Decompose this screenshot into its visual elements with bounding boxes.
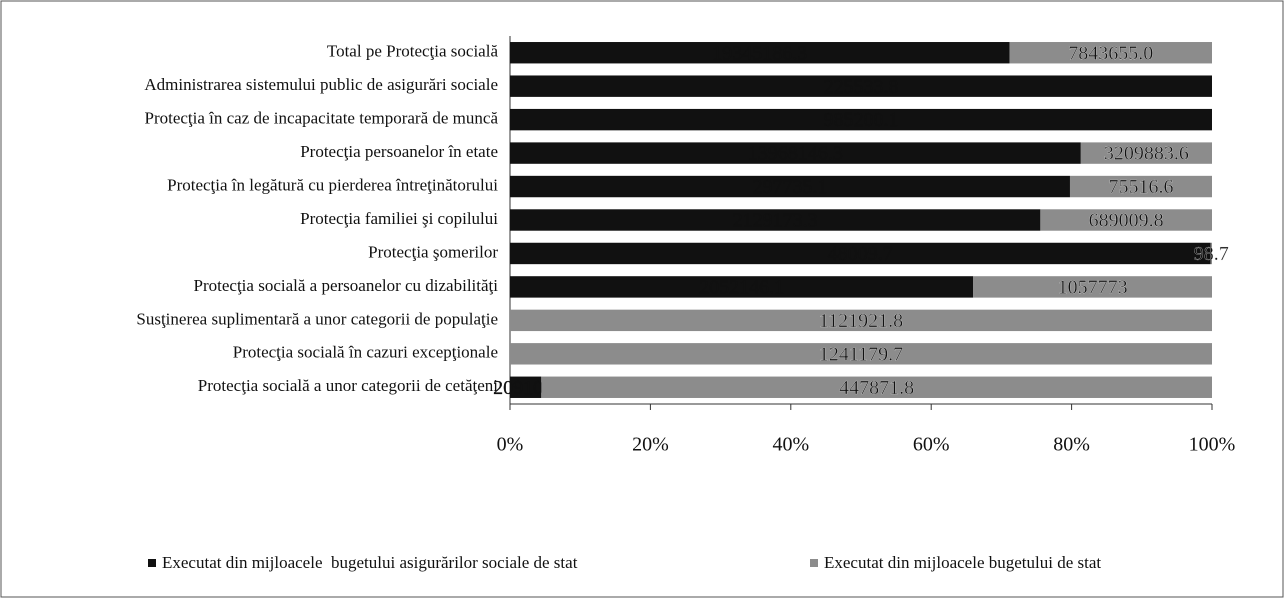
category-label: Protecţia socială în cazuri excepţionale bbox=[233, 343, 498, 362]
category-label: Susţinerea suplimentară a unor categorii… bbox=[136, 309, 498, 328]
bar-segment bbox=[510, 276, 974, 298]
category-label: Protecţia persoanelor în etate bbox=[300, 142, 498, 161]
bar-segment bbox=[510, 242, 1211, 265]
bar-segment bbox=[973, 276, 1212, 298]
bar-segment bbox=[541, 376, 1212, 398]
data-label: 3209883.6 bbox=[1104, 143, 1189, 165]
bar-segment bbox=[510, 175, 1070, 198]
category-label: Administrarea sistemului public de asigu… bbox=[144, 75, 498, 94]
data-label: 1121921.8 bbox=[819, 310, 903, 332]
bar-segment bbox=[510, 142, 1081, 164]
data-label: 19345186.3 bbox=[712, 42, 807, 64]
data-label: 48009.7 bbox=[828, 243, 893, 265]
bar-segment bbox=[510, 209, 1041, 231]
data-label: 13968146.3 bbox=[748, 143, 843, 165]
x-tick-label: 20% bbox=[632, 434, 669, 456]
bar-segment bbox=[1040, 209, 1212, 231]
bar-segment bbox=[1080, 142, 1212, 164]
legend-label: Executat din mijloacele bugetului de sta… bbox=[824, 553, 1101, 572]
category-label: Protecţia familiei şi copilului bbox=[300, 209, 498, 228]
data-label: 225533.8 bbox=[824, 76, 899, 98]
data-label: 985200.1 bbox=[824, 109, 899, 131]
bar-segment bbox=[510, 309, 1212, 332]
legend-label: Executat din mijloacele bugetului asigur… bbox=[162, 553, 578, 572]
category-label: Protecţia în caz de incapacitate tempora… bbox=[144, 109, 498, 128]
bar-segment bbox=[510, 108, 1212, 131]
category-label: Protecţia şomerilor bbox=[368, 242, 498, 261]
bar-segment bbox=[510, 343, 1212, 365]
bar-segment bbox=[510, 376, 542, 398]
bar-segment bbox=[510, 75, 1212, 97]
bar-segment bbox=[510, 42, 1010, 64]
data-label: 7843655.0 bbox=[1068, 42, 1153, 64]
bar-segment bbox=[1069, 175, 1212, 198]
data-label: 1241179.7 bbox=[819, 343, 903, 365]
data-label: 447871.8 bbox=[839, 377, 914, 399]
data-label: 75516.6 bbox=[1108, 176, 1173, 198]
category-label: Protecţia socială a persoanelor cu dizab… bbox=[194, 276, 499, 295]
bar-segment bbox=[1009, 42, 1212, 64]
category-label: Protecţia în legătură cu pierderea între… bbox=[167, 175, 498, 194]
x-tick-label: 80% bbox=[1053, 434, 1090, 456]
category-label: Protecţia socială a unor categorii de ce… bbox=[198, 376, 498, 395]
x-tick-label: 40% bbox=[772, 434, 809, 456]
legend-swatch bbox=[148, 559, 156, 567]
data-label: 2052146.1 bbox=[699, 277, 784, 299]
bar-segment bbox=[1210, 242, 1212, 265]
data-label: 297735.1 bbox=[752, 176, 827, 198]
data-label: 2129173.3 bbox=[733, 210, 818, 232]
x-tick-label: 60% bbox=[913, 434, 950, 456]
x-tick-label: 0% bbox=[497, 434, 524, 456]
data-label: 98.7 bbox=[1194, 243, 1229, 265]
data-label: 1057773 bbox=[1058, 277, 1128, 299]
category-label: Total pe Protecţia socială bbox=[327, 42, 499, 61]
x-tick-label: 100% bbox=[1189, 434, 1236, 456]
legend-swatch bbox=[810, 559, 818, 567]
data-label: 689009.8 bbox=[1089, 210, 1164, 232]
